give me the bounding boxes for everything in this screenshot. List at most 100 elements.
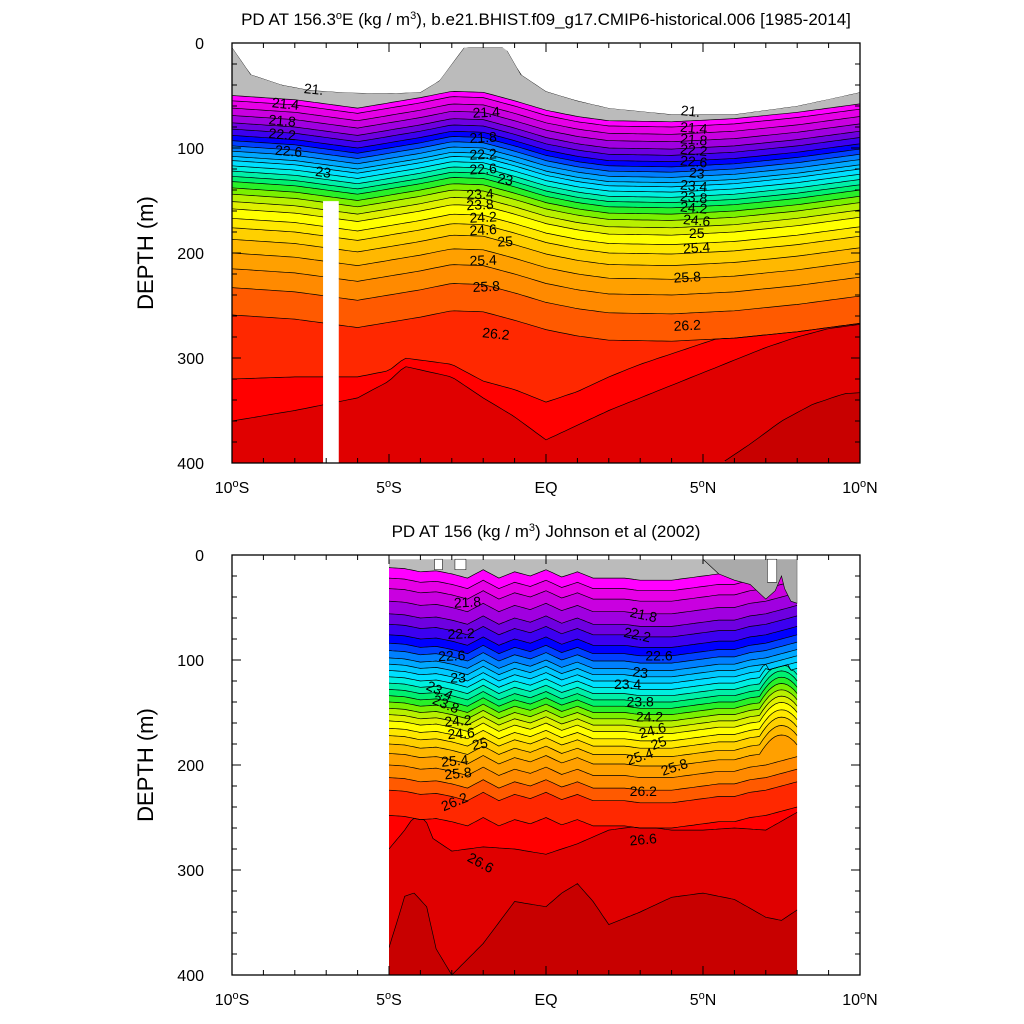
contour-label: 23.4 [614, 676, 641, 692]
density-band [232, 223, 860, 266]
x-tick-label: 10oN [842, 990, 877, 1009]
contour-line [232, 96, 860, 128]
y-tick-label: 100 [177, 141, 204, 158]
density-band [232, 283, 860, 342]
density-band [389, 555, 798, 581]
contour-line [388, 655, 798, 678]
contour-line [388, 661, 798, 684]
contour-line [388, 615, 798, 638]
contour-label: 22.6 [679, 152, 708, 170]
missing-surface [232, 43, 860, 115]
contour-line [388, 806, 798, 829]
contour-label: 23.8 [627, 694, 654, 710]
contour-line [388, 689, 798, 722]
density-band [232, 91, 860, 127]
contour-label: 22.2 [622, 624, 652, 645]
contour-line [232, 151, 860, 184]
density-band [389, 634, 798, 664]
contour-label: 26.2 [630, 783, 657, 799]
contour-line [232, 118, 860, 150]
density-band [389, 642, 798, 671]
contour-label: 25.4 [441, 751, 470, 769]
missing-gap [434, 558, 443, 570]
contour-line [724, 392, 860, 462]
density-band [232, 204, 860, 245]
density-band [389, 559, 798, 591]
contour-line [388, 781, 798, 804]
contour-line [388, 670, 798, 703]
contour-line [388, 716, 798, 749]
density-band [232, 323, 860, 440]
contour-label: 22.2 [447, 625, 475, 642]
missing-gap [454, 558, 467, 570]
contour-label: 21.4 [271, 94, 300, 113]
contour-line [232, 91, 860, 123]
contour-line [232, 183, 860, 215]
contour-line [232, 130, 860, 162]
contour-line [388, 579, 798, 602]
missing-surface [389, 555, 798, 560]
y-tick-label: 300 [177, 351, 204, 368]
density-band [389, 756, 798, 791]
contour-line [388, 605, 798, 627]
contour-label: 21.4 [679, 119, 708, 137]
contour-label: 23 [688, 164, 705, 181]
panel-model-field [232, 43, 860, 463]
contour-label: 24.2 [679, 198, 708, 216]
y-tick-label: 100 [177, 653, 204, 670]
x-tick-label: EQ [534, 480, 557, 497]
contour-label: 24.6 [447, 724, 476, 742]
density-band [389, 781, 798, 828]
y-tick-label: 200 [177, 758, 204, 775]
contour-line [388, 569, 798, 592]
contour-line [232, 146, 860, 178]
contour-line [388, 676, 798, 709]
panel-model: PD AT 156.3oE (kg / m3), b.e21.BHIST.f09… [133, 10, 878, 497]
density-band [389, 626, 798, 656]
panel-observed-ylabel: DEPTH (m) [133, 708, 158, 822]
contour-label: 26.2 [482, 324, 511, 343]
panel-model-axes: 10oS 5oS EQ 5oN 10oN 0 100 200 300 400 [177, 36, 877, 497]
density-band [232, 156, 860, 193]
x-tick-label: 5oN [690, 990, 717, 1009]
density-band [389, 592, 798, 627]
contour-line [388, 756, 798, 778]
contour-label: 21.8 [469, 129, 497, 146]
density-band [232, 161, 860, 198]
contour-label: 24.6 [469, 221, 497, 238]
contour-label: 24.6 [683, 211, 712, 229]
contour-line [388, 725, 798, 757]
contour-label: 25.4 [469, 252, 497, 269]
density-band [232, 167, 860, 203]
contour-label: 23.4 [679, 176, 708, 194]
density-band [232, 214, 860, 254]
panel-model-contour-labels: 21.21.421.822.222.62321.421.822.222.6232… [268, 80, 711, 343]
contour-label: 23 [496, 170, 514, 188]
panel-observed-title: PD AT 156 (kg / m3) Johnson et al (2002) [392, 522, 701, 541]
density-band [389, 664, 798, 696]
density-band [389, 709, 798, 749]
density-band [232, 197, 860, 236]
x-tick-label: EQ [534, 992, 557, 1009]
density-band [232, 235, 860, 280]
contour-line [232, 103, 860, 135]
density-band [389, 580, 798, 614]
contour-line [388, 664, 798, 690]
contour-label: 26.6 [629, 830, 658, 848]
density-band [232, 131, 860, 167]
contour-label: 22.6 [438, 647, 466, 664]
y-tick-label: 400 [177, 456, 204, 473]
contour-line [388, 626, 798, 648]
density-band [232, 147, 860, 183]
contour-line [388, 592, 798, 615]
panel-observed-axes: 10oS 5oS EQ 5oN 10oN 0 100 200 300 400 [177, 548, 877, 1009]
density-band [232, 141, 860, 178]
contour-label: 26.2 [673, 316, 701, 333]
density-band [389, 735, 798, 778]
contour-line [232, 141, 860, 173]
density-band [232, 183, 860, 221]
density-band [389, 605, 798, 637]
density-band [389, 569, 798, 602]
contour-line [388, 695, 798, 728]
